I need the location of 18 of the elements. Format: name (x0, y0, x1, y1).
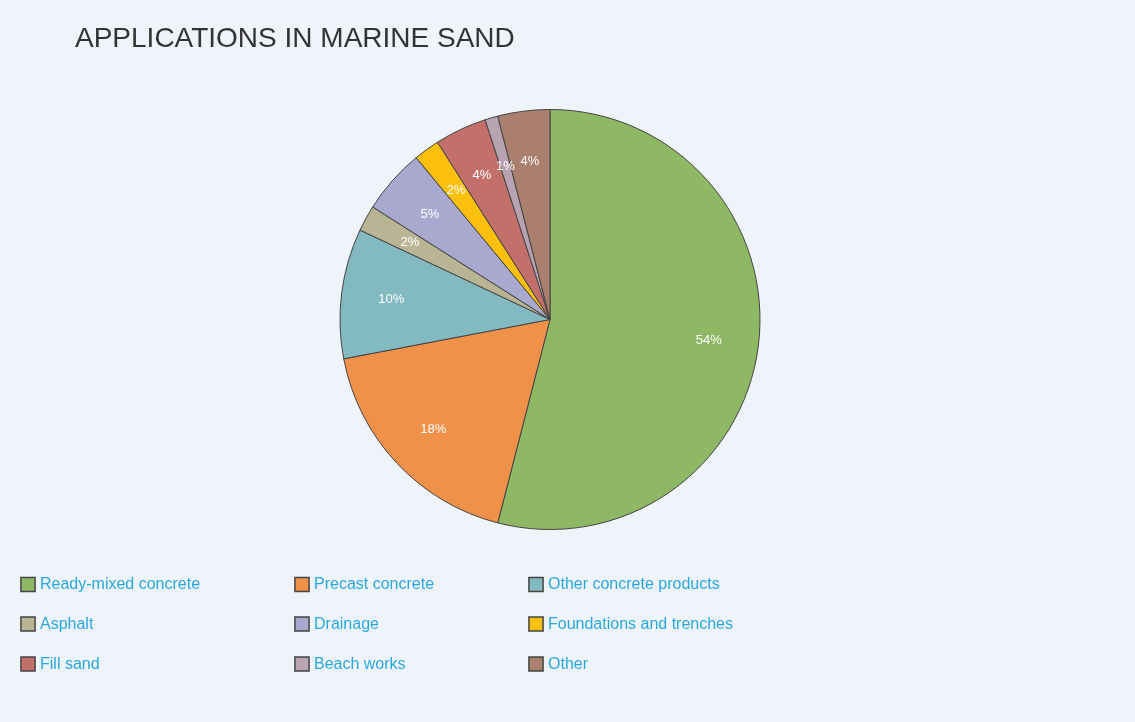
data-label: 5% (420, 205, 440, 221)
legend-label: Asphalt (40, 615, 94, 632)
legend-label: Precast concrete (314, 575, 435, 593)
data-label: 10% (378, 291, 405, 307)
data-label: 2% (400, 234, 420, 250)
data-label: 2% (446, 182, 466, 198)
data-label: 54% (695, 331, 723, 347)
legend-label: Other concrete products (548, 575, 720, 593)
data-label: 4% (520, 152, 540, 168)
legend-label: Ready-mixed concrete (40, 575, 201, 593)
data-label: 18% (420, 421, 447, 437)
legend-label: Other (548, 655, 589, 672)
legend-label: Foundations and trenches (548, 615, 734, 632)
data-label: 4% (472, 166, 492, 182)
legend-label: Drainage (314, 615, 380, 632)
legend-label: Beach works (314, 655, 406, 672)
legend-label: Fill sand (40, 655, 100, 672)
chart-title: APPLICATIONS IN MARINE SAND (75, 22, 515, 53)
